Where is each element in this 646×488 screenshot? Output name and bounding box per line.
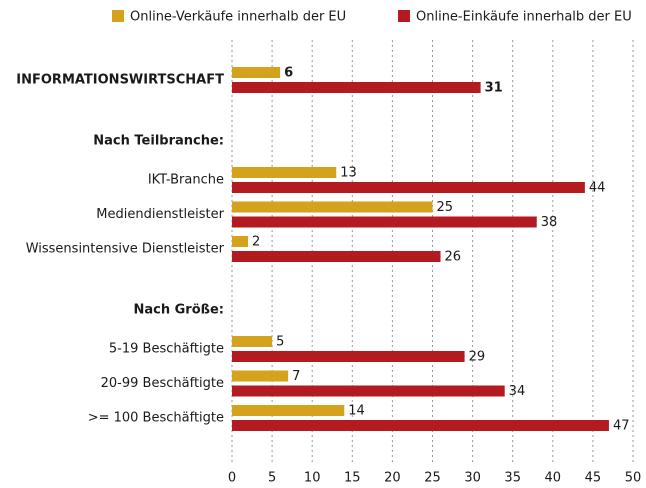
data-label: 31: [485, 81, 503, 96]
data-label: 5: [276, 335, 284, 350]
bar: [232, 420, 609, 431]
y-tick-label: IKT-Branche: [148, 173, 224, 188]
bar: [232, 351, 465, 362]
data-label: 7: [292, 369, 300, 384]
y-tick-label: Mediendienstleister: [96, 207, 224, 222]
data-label: 34: [509, 384, 526, 399]
y-tick-label: INFORMATIONSWIRTSCHAFT: [16, 73, 224, 88]
bar: [232, 251, 441, 262]
bar: [232, 201, 433, 213]
bar: [232, 216, 537, 228]
x-tick-label: 40: [545, 471, 562, 486]
x-tick-label: 30: [464, 471, 481, 486]
x-tick-label: 0: [228, 471, 236, 486]
data-label: 25: [437, 200, 454, 215]
bar: [232, 67, 281, 78]
y-tick-label: 20-99 Beschäftigte: [101, 376, 224, 391]
y-tick-label: Nach Teilbranche:: [93, 134, 224, 149]
data-label: 2: [252, 235, 260, 250]
y-tick-label: >= 100 Beschäftigte: [88, 411, 224, 426]
legend-label: Online-Verkäufe innerhalb der EU: [130, 10, 346, 25]
bar: [232, 167, 337, 178]
bar: [232, 336, 273, 347]
x-tick-label: 25: [424, 471, 441, 486]
x-tick-label: 35: [504, 471, 521, 486]
y-tick-label: 5-19 Beschäftigte: [109, 342, 224, 357]
x-tick-label: 10: [304, 471, 321, 486]
data-label: 26: [445, 250, 462, 265]
legend-swatch: [398, 10, 410, 22]
x-tick-label: 50: [625, 471, 642, 486]
y-tick-label: Nach Größe:: [133, 303, 224, 318]
data-label: 38: [541, 215, 558, 230]
bar: [232, 236, 249, 247]
legend-label: Online-Einkäufe innerhalb der EU: [416, 10, 632, 25]
data-label: 13: [340, 166, 357, 181]
bar: [232, 370, 289, 382]
x-tick-label: 15: [344, 471, 361, 486]
bar: [232, 82, 481, 93]
y-tick-label: Wissensintensive Dienstleister: [26, 242, 225, 257]
data-label: 6: [284, 66, 293, 81]
x-tick-label: 20: [384, 471, 401, 486]
bar: [232, 182, 585, 193]
data-label: 44: [589, 181, 606, 196]
bar: [232, 385, 505, 397]
data-label: 29: [469, 350, 486, 365]
bar: [232, 405, 345, 416]
x-tick-label: 5: [268, 471, 276, 486]
data-label: 47: [613, 419, 630, 434]
legend-swatch: [112, 10, 124, 22]
x-tick-label: 45: [585, 471, 602, 486]
data-label: 14: [348, 404, 365, 419]
